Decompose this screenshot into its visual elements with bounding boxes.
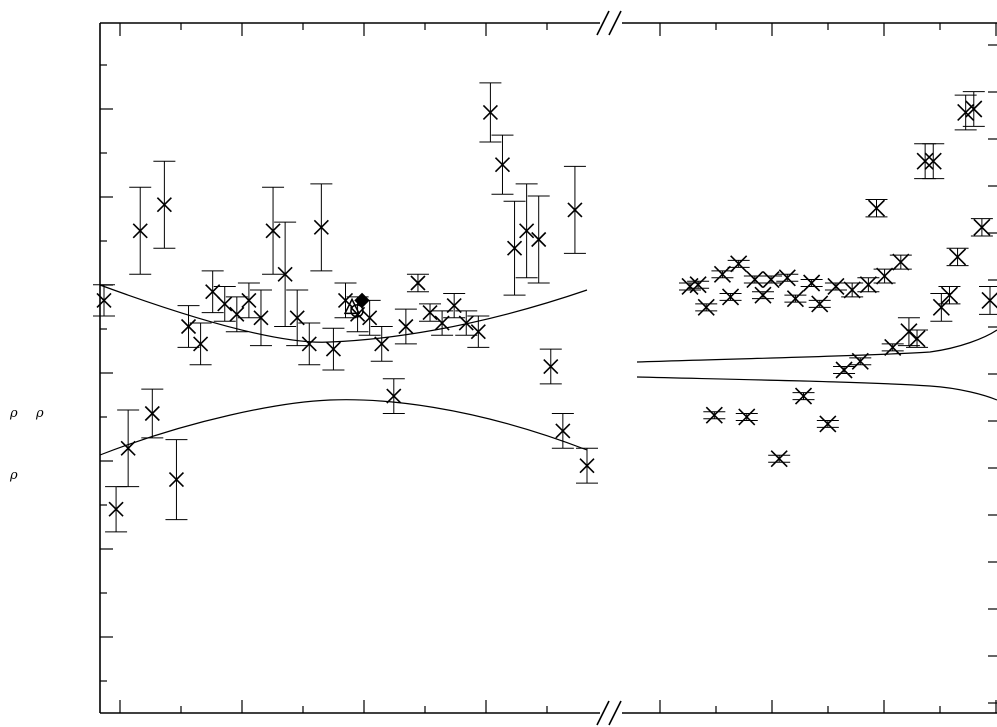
left-point-12: [241, 292, 257, 308]
left-point-32: [482, 104, 498, 121]
left-point-26: [410, 275, 426, 291]
left-point-20: [337, 292, 354, 308]
right-point-2: [697, 298, 715, 316]
left-point-8: [193, 336, 209, 352]
right-point-32: [940, 286, 959, 304]
left-point-9: [205, 284, 221, 300]
left-point-38: [555, 423, 571, 439]
left-point-1: [108, 501, 124, 517]
right-point-31: [932, 298, 950, 316]
left-point-14: [265, 223, 281, 239]
left-point-16: [289, 310, 305, 326]
right-point-27: [900, 323, 918, 341]
left-point-19: [325, 341, 341, 357]
data-markers: [93, 82, 997, 533]
band-lower-right: [636, 376, 997, 401]
diamond-marker: [354, 292, 370, 309]
right-point-35: [965, 100, 983, 118]
right-point-22: [859, 276, 877, 294]
axis-break-top-1: [596, 10, 610, 36]
right-point-8: [746, 270, 764, 289]
left-point-23: [374, 336, 390, 352]
right-point-36: [973, 218, 991, 236]
left-point-10: [217, 296, 233, 312]
right-point-21: [851, 352, 869, 370]
left-point-28: [434, 315, 450, 331]
axes-frame: [99, 10, 997, 726]
right-point-37: [981, 292, 997, 309]
band-lower-left: [99, 399, 588, 456]
right-point-17: [819, 415, 837, 433]
band-upper-right: [636, 329, 997, 363]
axis-break-top-2: [608, 10, 622, 36]
left-point-17: [301, 336, 317, 352]
right-point-30: [924, 152, 942, 170]
right-point-15: [803, 274, 821, 292]
left-point-36: [531, 231, 547, 248]
right-point-14: [794, 387, 813, 405]
left-point-0: [96, 292, 112, 308]
left-point-33: [494, 157, 511, 173]
y-axis-glyph-3: ρ: [10, 468, 18, 483]
left-point-11: [229, 306, 245, 322]
left-point-27: [422, 305, 438, 321]
right-point-23: [867, 199, 886, 217]
right-point-26: [892, 253, 910, 271]
axis-break-bottom-1: [596, 700, 610, 726]
right-point-25: [884, 338, 902, 356]
band-upper-left: [99, 284, 588, 343]
y-axis-glyph-1: ρ: [10, 406, 18, 421]
left-point-40: [579, 458, 595, 474]
left-point-15: [277, 266, 293, 282]
right-point-7: [738, 408, 756, 426]
left-point-39: [567, 202, 583, 218]
left-point-30: [458, 315, 474, 331]
right-point-12: [778, 269, 796, 287]
left-point-35: [519, 223, 535, 239]
right-point-11: [770, 450, 788, 468]
y-axis-glyph-2: ρ: [36, 406, 44, 421]
left-point-4: [144, 405, 160, 422]
left-point-34: [506, 240, 523, 256]
right-point-20: [843, 281, 861, 299]
right-point-18: [827, 277, 845, 296]
confidence-band: [99, 284, 997, 456]
left-point-13: [253, 310, 269, 326]
right-point-9: [754, 286, 772, 304]
right-point-16: [811, 295, 829, 313]
right-point-4: [713, 265, 731, 283]
right-point-1: [689, 276, 707, 294]
left-point-25: [398, 318, 414, 335]
right-point-24: [876, 267, 894, 285]
circle-marker: [350, 304, 364, 318]
right-point-29: [916, 152, 934, 170]
left-point-6: [168, 472, 185, 488]
left-point-29: [446, 298, 462, 314]
left-point-7: [180, 318, 197, 335]
right-point-28: [908, 330, 926, 348]
left-point-3: [132, 223, 148, 239]
right-point-5: [721, 288, 740, 306]
right-point-13: [786, 290, 804, 308]
left-point-22: [362, 310, 378, 326]
axis-break-bottom-2: [608, 700, 622, 726]
right-point-6: [730, 255, 748, 273]
left-point-18: [313, 219, 329, 235]
left-point-5: [156, 197, 172, 213]
right-point-33: [949, 248, 967, 266]
left-point-24: [386, 388, 402, 404]
left-point-37: [543, 358, 559, 375]
left-point-31: [470, 324, 486, 340]
left-point-2: [120, 440, 136, 456]
right-point-3: [705, 406, 723, 424]
